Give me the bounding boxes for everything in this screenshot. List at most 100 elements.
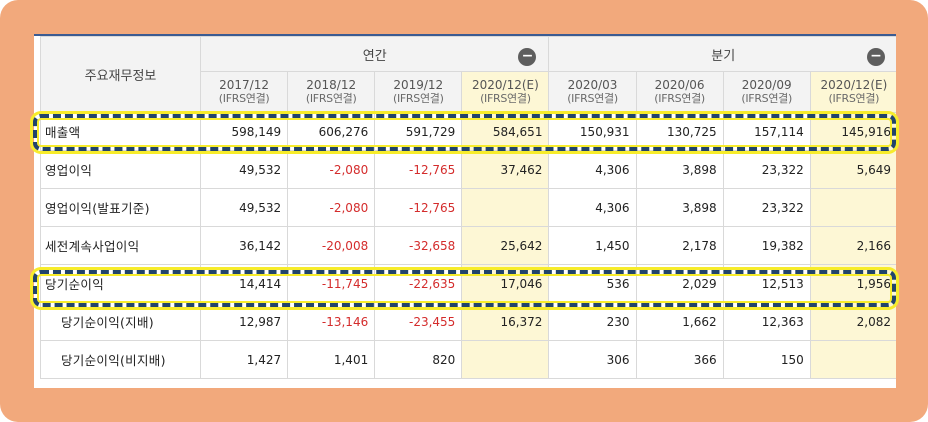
period-header: 2020/03 (IFRS연결): [548, 71, 637, 113]
annual-group-header: 연간 −: [200, 36, 550, 72]
row-label: 당기순이익: [39, 264, 202, 303]
value-cell: -20,008: [287, 226, 376, 265]
table-row: 영업이익 49,532 -2,080 -12,765 37,462 4,306 3,898 2…: [39, 150, 896, 189]
value-cell: 16,372: [461, 302, 550, 341]
basis-label: (IFRS연결): [392, 92, 444, 105]
basis-label: (IFRS연결): [567, 92, 618, 105]
value-cell: 25,642: [461, 226, 550, 265]
value-cell: 591,729: [374, 112, 463, 151]
value-cell: 584,651: [461, 112, 550, 151]
basis-label: (IFRS연결): [305, 92, 357, 105]
value-cell: 606,276: [287, 112, 376, 151]
row-label: 매출액: [39, 112, 202, 151]
value-cell: [461, 340, 550, 379]
value-cell: 5,649: [809, 150, 896, 189]
value-cell: 2,029: [635, 264, 724, 303]
value-cell: 820: [374, 340, 463, 379]
value-cell: 536: [548, 264, 637, 303]
quarterly-group-label: 분기: [711, 48, 736, 64]
period-header: 2020/12(E) (IFRS연결): [461, 71, 550, 113]
period-header: 2020/12(E) (IFRS연결): [809, 71, 896, 113]
value-cell: 130,725: [635, 112, 724, 151]
value-cell: -12,765: [374, 150, 463, 189]
value-cell: -11,745: [287, 264, 376, 303]
value-cell: 306: [548, 340, 637, 379]
period-header: 2019/12 (IFRS연결): [374, 71, 463, 113]
value-cell: 4,306: [548, 150, 637, 189]
value-cell: 12,363: [722, 302, 811, 341]
value-cell: 2,082: [809, 302, 896, 341]
table-row: 당기순이익(지배) 12,987 -13,146 -23,455 16,372 230 1,…: [39, 302, 896, 341]
basis-label: (IFRS연결): [218, 92, 270, 105]
value-cell: 23,322: [722, 188, 811, 227]
row-label-header: 주요재무정보: [39, 36, 202, 113]
value-cell: 23,322: [722, 150, 811, 189]
value-cell: 598,149: [200, 112, 289, 151]
period-header: 2017/12 (IFRS연결): [200, 71, 289, 113]
financial-summary-panel: 주요재무정보 연간 − 분기 − 2017/12 (IFRS연결) 2018/12(…: [34, 34, 896, 388]
value-cell: 49,532: [200, 188, 289, 227]
value-cell: 12,987: [200, 302, 289, 341]
quarterly-group-header: 분기 −: [548, 36, 896, 72]
period-header: 2018/12 (IFRS연결): [287, 71, 376, 113]
annual-collapse-icon[interactable]: −: [518, 48, 537, 66]
table-row: 세전계속사업이익 36,142 -20,008 -32,658 25,642 1,450 2…: [39, 226, 896, 265]
period-header-row: 2017/12 (IFRS연결) 2018/12 (IFRS연결) 2019/12 (IF…: [41, 71, 896, 113]
period-label: 2019/12: [393, 78, 444, 92]
period-label: 2020/03: [567, 78, 618, 92]
value-cell: 12,513: [722, 264, 811, 303]
value-cell: 17,046: [461, 264, 550, 303]
table-body: 매출액 598,149 606,276 591,729 584,651 150,931 13…: [39, 112, 896, 379]
value-cell: 49,532: [200, 150, 289, 189]
period-header: 2020/06 (IFRS연결): [635, 71, 724, 113]
value-cell: 2,178: [635, 226, 724, 265]
value-cell: 3,898: [635, 188, 724, 227]
value-cell: [461, 188, 550, 227]
period-header: 2020/09 (IFRS연결): [722, 71, 811, 113]
annual-group-label: 연간: [362, 48, 387, 64]
value-cell: -12,765: [374, 188, 463, 227]
value-cell: -22,635: [374, 264, 463, 303]
value-cell: 37,462: [461, 150, 550, 189]
basis-label: (IFRS연결): [480, 92, 531, 105]
value-cell: [809, 340, 896, 379]
quarterly-collapse-icon[interactable]: −: [867, 48, 885, 66]
table-row: 당기순이익(비지배) 1,427 1,401 820 306 366 150: [39, 340, 896, 379]
value-cell: 145,916: [809, 112, 896, 151]
row-label: 세전계속사업이익: [39, 226, 202, 265]
basis-label: (IFRS연결): [741, 92, 792, 105]
value-cell: 150: [722, 340, 811, 379]
basis-label: (IFRS연결): [828, 92, 880, 105]
value-cell: -13,146: [287, 302, 376, 341]
row-label: 영업이익(발표기준): [39, 188, 202, 227]
value-cell: 2,166: [809, 226, 896, 265]
value-cell: 3,898: [635, 150, 724, 189]
table-row: 영업이익(발표기준) 49,532 -2,080 -12,765 4,306 3,898 2…: [39, 188, 896, 227]
value-cell: 150,931: [548, 112, 637, 151]
value-cell: 4,306: [548, 188, 637, 227]
period-label: 2020/12(E): [471, 78, 539, 92]
value-cell: [809, 188, 896, 227]
period-label: 2018/12: [306, 78, 357, 92]
table-row: 당기순이익 14,414 -11,745 -22,635 17,046 536 2,029 1…: [39, 264, 896, 303]
table-row: 매출액 598,149 606,276 591,729 584,651 150,931 13…: [39, 112, 896, 151]
value-cell: 1,956: [809, 264, 896, 303]
value-cell: -2,080: [287, 150, 376, 189]
value-cell: -23,455: [374, 302, 463, 341]
value-cell: -32,658: [374, 226, 463, 265]
value-cell: 1,427: [200, 340, 289, 379]
row-label: 당기순이익(비지배): [39, 340, 202, 379]
basis-label: (IFRS연결): [654, 92, 705, 105]
period-label: 2020/12(E): [820, 78, 888, 92]
value-cell: 230: [548, 302, 637, 341]
value-cell: 1,450: [548, 226, 637, 265]
row-label: 당기순이익(지배): [39, 302, 202, 341]
period-label: 2017/12: [219, 78, 269, 92]
period-label: 2020/09: [741, 78, 792, 92]
value-cell: 14,414: [200, 264, 289, 303]
value-cell: 366: [635, 340, 724, 379]
value-cell: 19,382: [722, 226, 811, 265]
value-cell: 1,401: [287, 340, 376, 379]
value-cell: 36,142: [200, 226, 289, 265]
value-cell: 1,662: [635, 302, 724, 341]
